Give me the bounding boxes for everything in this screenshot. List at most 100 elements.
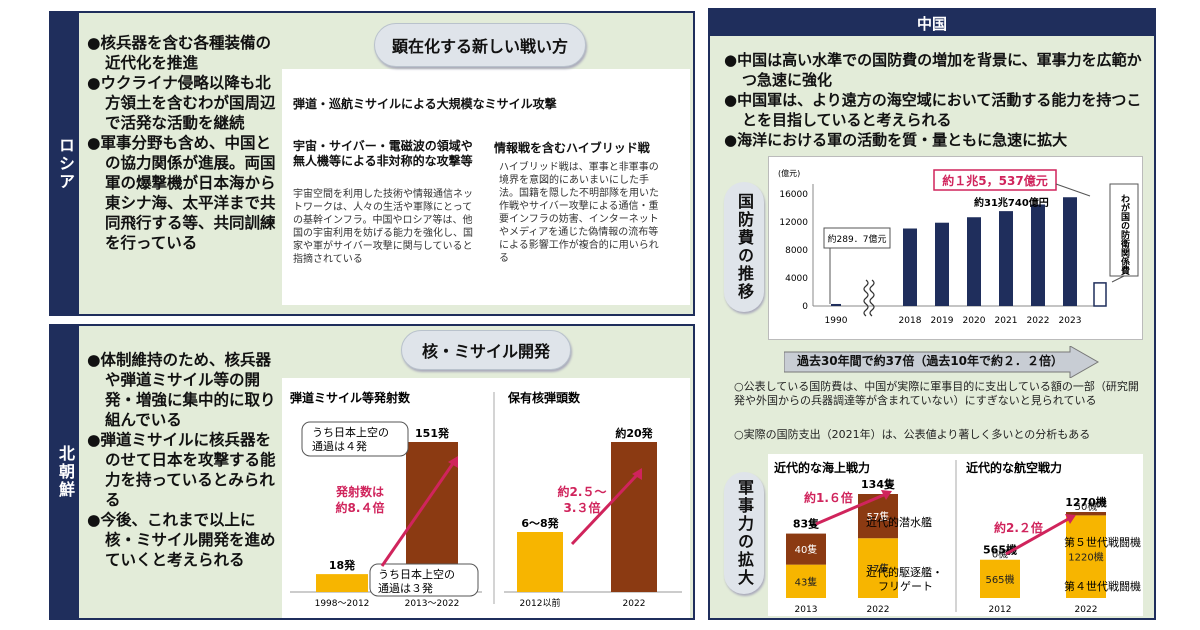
- china-panel: 中国 ●中国は高い水準での国防費の増加を背景に、軍事力を広範かつ急速に強化 ●中…: [708, 8, 1156, 620]
- missile-growth-arrow: [380, 461, 456, 567]
- hybrid-body: ハイブリッド戦は、軍事と非軍事の境界を意図的にあいまいにした手法。国籍を隠した不…: [499, 162, 659, 264]
- naval-title: 近代的な海上戦力: [774, 460, 870, 475]
- budget-label: 国防費の推移: [724, 182, 764, 312]
- air-category-label: 2022: [1075, 605, 1098, 615]
- nk-charts: 弾道ミサイル等発射数 保有核弾頭数 18発 1998〜2012 151発 2013〜2…: [290, 390, 682, 609]
- budget-ytick-label: 4000: [785, 274, 808, 284]
- budget-xtick-label: 2018: [899, 316, 922, 326]
- callout-1990-box: [823, 227, 891, 249]
- missile-attack-item: 弾道・巡航ミサイルによる大規模なミサイル攻撃: [293, 97, 557, 111]
- north-korea-bullets: ●体制維持のため、核兵器や弾道ミサイル等の開発・増強に集中的に取り組んでいる ●…: [87, 350, 283, 570]
- air-bar-segment: [980, 559, 1020, 598]
- budget-bar: [903, 228, 917, 306]
- new-warfare-box: [282, 69, 690, 305]
- missile-value-label: 18発: [329, 558, 356, 572]
- callout-2023-leader: [1055, 183, 1091, 197]
- callout-text: うち日本上空の: [378, 567, 455, 581]
- missile-value-label: 151発: [415, 426, 450, 440]
- air-bar-segment: [1066, 512, 1106, 516]
- budget-xtick-label: 2022: [1027, 316, 1050, 326]
- warhead-chart-title: 保有核弾頭数: [507, 390, 581, 405]
- air-segment-label: 50機: [1075, 500, 1098, 513]
- naval-segment-label: 77隻: [867, 562, 890, 575]
- warhead-category-label: 2022: [623, 599, 646, 609]
- budget-note-2: ○実際の国防支出（2021年）は、公表値より著しく多いとの分析もある: [734, 428, 1091, 441]
- naval-total-label: 134隻: [861, 477, 895, 491]
- naval-legend-1: 近代的潜水艦: [866, 515, 932, 529]
- naval-growth-arrowhead: [881, 490, 892, 500]
- bullet: ●中国軍は、より遠方の海空域において活動する能力を持つことを目指していると考えら…: [724, 91, 1142, 129]
- growth-arrow-banner: [784, 346, 1100, 378]
- budget-unit: (億元): [778, 168, 800, 178]
- warhead-bar: [611, 442, 657, 592]
- missile-growth-label: 発射数は: [335, 484, 384, 499]
- budget-xtick-label: 2023: [1059, 316, 1082, 326]
- budget-ytick-label: 12000: [779, 218, 808, 228]
- budget-xtick-label: 2021: [995, 316, 1018, 326]
- nuclear-missile-pill: 核・ミサイル開発: [401, 330, 571, 370]
- budget-ytick-label: 16000: [779, 190, 808, 200]
- naval-bar-segment: [786, 564, 826, 598]
- force-charts: 近代的な海上戦力 近代的な航空戦力 43隻 40隻 83隻 2013 77隻 57隻 134…: [774, 460, 1141, 615]
- callout-text: 通過は３発: [378, 581, 433, 595]
- naval-legend-2b: フリゲート: [878, 580, 933, 593]
- bullet: ●ウクライナ侵略以降も北方領土を含むわが国周辺で活発な活動を継続: [87, 74, 276, 132]
- budget-xtick-label: 1990: [825, 316, 848, 326]
- north-korea-label: 北朝鮮: [51, 326, 79, 618]
- air-growth-arrow: [1005, 516, 1071, 556]
- callout-2023-box: [933, 169, 1057, 191]
- china-bullets: ●中国は高い水準での国防費の増加を背景に、軍事力を広範かつ急速に強化 ●中国軍は…: [724, 50, 1149, 150]
- naval-category-label: 2013: [795, 605, 818, 615]
- space-cyber-body: 宇宙空間を利用した技術や情報通信ネットワークは、人々の生活や軍隊にとっての基幹イ…: [293, 189, 473, 265]
- air-bar-segment: [1066, 515, 1106, 598]
- callout-1990: 約289．7億元: [828, 233, 887, 245]
- budget-xtick-label: 2020: [963, 316, 986, 326]
- missile-chart-title: 弾道ミサイル等発射数: [290, 390, 411, 405]
- callout-japan: 約31兆740億円: [974, 196, 1049, 209]
- bullet: ●今後、これまで以上に核・ミサイル開発を進めていくと考えられる: [87, 511, 276, 569]
- budget-note-1: ○公表している国防費は、中国が実際に軍事目的に支出している額の一部（研究開発や外…: [734, 380, 1139, 407]
- axis-break-icon: [863, 279, 875, 317]
- callout-text: 通過は４発: [312, 439, 367, 453]
- warhead-growth-label: 3.３倍: [564, 500, 601, 515]
- hybrid-title: 情報戦を含むハイブリッド戦: [494, 141, 650, 155]
- naval-bar-segment: [786, 533, 826, 565]
- china-header: 中国: [710, 10, 1154, 36]
- space-cyber-title: 宇宙・サイバー・電磁波の領域や無人機等による非対称的な攻撃等: [293, 139, 473, 168]
- callout-text: うち日本上空の: [312, 425, 389, 439]
- air-legend-1: 第５世代戦闘機: [1064, 535, 1141, 549]
- missile-callout-bottom: うち日本上空の 通過は３発: [369, 563, 479, 597]
- naval-bar-segment: [858, 494, 898, 539]
- japan-leader: [1111, 275, 1125, 283]
- air-legend-2: 第４世代戦闘機: [1064, 579, 1141, 593]
- warhead-value-label: 6〜8発: [521, 516, 559, 530]
- russia-panel: ロシア ●核兵器を含む各種装備の近代化を推進 ●ウクライナ侵略以降も北方領土を含…: [49, 11, 695, 316]
- warhead-category-label: 2012以前: [520, 597, 561, 609]
- budget-bar: [1063, 197, 1077, 306]
- naval-segment-label: 57隻: [867, 510, 890, 523]
- naval-category-label: 2022: [867, 605, 890, 615]
- naval-growth-label: 約1.６倍: [804, 490, 853, 505]
- missile-bar: [316, 574, 368, 592]
- naval-growth-arrow: [815, 492, 887, 526]
- naval-segment-label: 43隻: [795, 575, 818, 588]
- warhead-growth-label: 約2.５〜: [558, 484, 607, 499]
- air-segment-label: 0機: [992, 548, 1008, 561]
- air-growth-label: 約2.２倍: [994, 520, 1043, 535]
- new-warfare-pill: 顕在化する新しい戦い方: [374, 23, 586, 67]
- force-label: 軍事力の拡大: [724, 472, 764, 594]
- budget-ytick-label: 8000: [785, 246, 808, 256]
- budget-chart: (億元) 0 4000 8000 12000 16000 1990 2018 2019 202…: [778, 168, 1139, 326]
- callout-2023: 約１兆5，537億元: [942, 173, 1047, 188]
- japan-label: わが国の防衛関係費: [1119, 194, 1131, 276]
- missile-category-label: 1998〜2012: [315, 599, 370, 609]
- air-growth-arrowhead: [1065, 514, 1076, 524]
- air-segment-label: 565機: [985, 573, 1014, 586]
- warhead-growth-arrowhead: [632, 468, 642, 480]
- air-title: 近代的な航空戦力: [966, 460, 1062, 475]
- naval-total-label: 83隻: [793, 517, 819, 531]
- missile-callout-top: うち日本上空の 通過は４発: [301, 421, 409, 457]
- bullet: ●中国は高い水準での国防費の増加を背景に、軍事力を広範かつ急速に強化: [724, 51, 1142, 89]
- naval-legend-2a: 近代的駆逐艦・: [866, 565, 943, 579]
- north-korea-panel: 北朝鮮 ●体制維持のため、核兵器や弾道ミサイル等の開発・増強に集中的に取り組んで…: [49, 324, 695, 620]
